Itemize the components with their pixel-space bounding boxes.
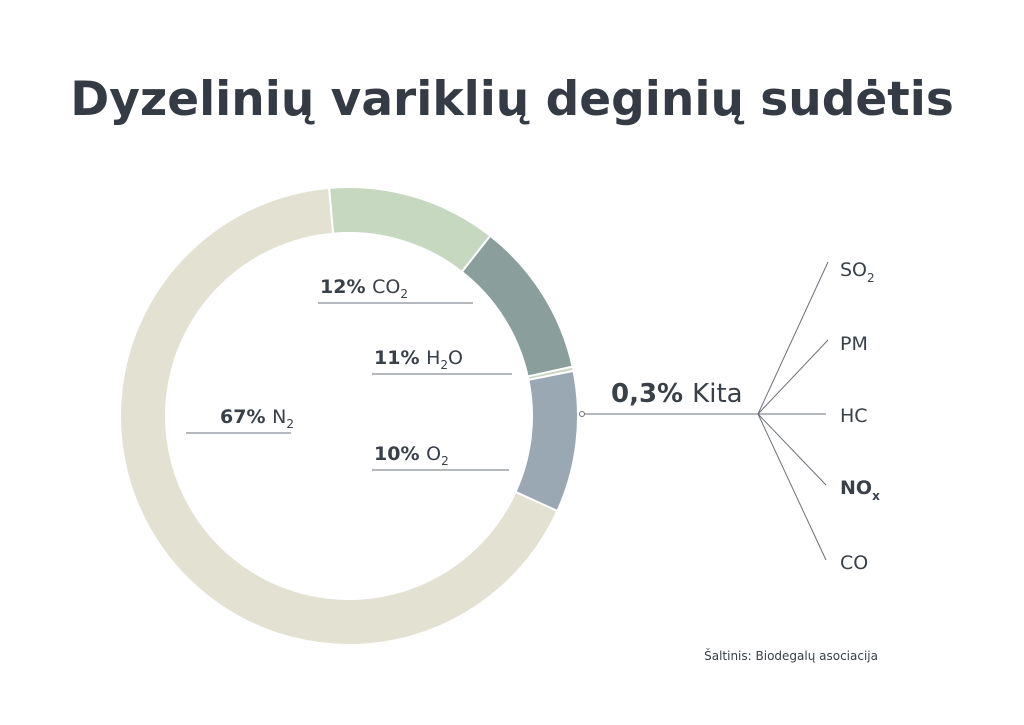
kita-item-hc: HC	[840, 405, 868, 427]
fan-line-no	[757, 413, 827, 486]
kita-item-pm: PM	[840, 333, 868, 355]
slice-o	[514, 369, 579, 513]
kita-marker	[579, 411, 585, 417]
kita-item-so: SO2	[840, 259, 875, 285]
slice-h	[460, 234, 574, 378]
fan-line-so	[757, 261, 829, 415]
label-h: 11% H2O	[374, 347, 463, 372]
slice-labels: 12% CO2 11% H2O 67% N2 10% O2 0,3% Kita	[220, 276, 743, 468]
kita-item-co: CO	[840, 552, 868, 574]
donut-slices	[119, 186, 579, 646]
leader-lines	[186, 302, 758, 471]
slice-n	[119, 186, 559, 646]
slice-co	[327, 186, 492, 274]
label-n: 67% N2	[220, 406, 294, 431]
fan-line-pm	[757, 339, 829, 415]
kita-item-no: NOx	[840, 477, 880, 503]
chart-title: Dyzelinių variklių deginių sudėtis	[70, 72, 954, 127]
label-kita: 0,3% Kita	[611, 379, 743, 409]
label-o: 10% O2	[374, 443, 449, 468]
fan-line-co	[757, 413, 827, 561]
source-note: Šaltinis: Biodegalų asociacija	[704, 648, 878, 663]
kita-breakdown: SO2 PM HC NOx CO	[757, 259, 880, 574]
label-co: 12% CO2	[320, 276, 408, 301]
